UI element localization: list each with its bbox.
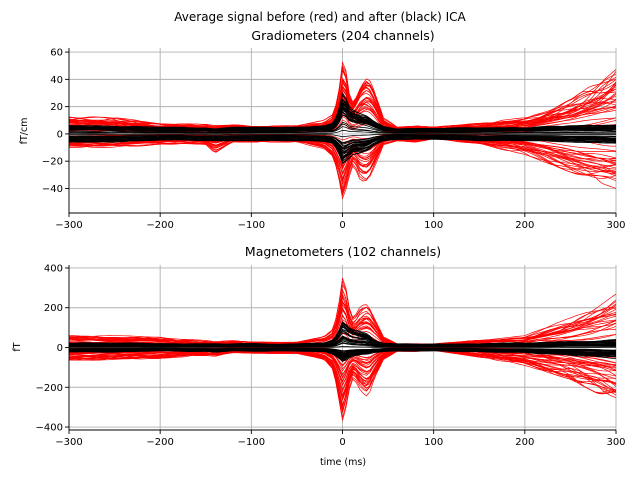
x-tick-label: −100	[238, 220, 265, 231]
channel-trace	[69, 348, 616, 376]
y-tick-label: −40	[42, 184, 63, 195]
channel-trace	[69, 126, 616, 134]
x-tick-label: −300	[55, 437, 82, 448]
panel-gradiometers: Gradiometers (204 channels) −300 −200 −100…	[19, 28, 626, 231]
x-tick-label: −100	[238, 437, 265, 448]
channel-trace	[69, 336, 616, 347]
x-axis-label: time (ms)	[320, 457, 366, 468]
y-tick-label: 60	[50, 48, 63, 59]
y-tick-label: 20	[50, 102, 63, 113]
panel-magnetometers: Magnetometers (102 channels) −300 −200 −10…	[12, 244, 626, 468]
x-tick-label: 0	[339, 220, 345, 231]
plot-area: −300 −200 −100 0 100 200 300 −400 −200 0 200 400	[36, 263, 626, 448]
channel-trace	[69, 293, 616, 346]
channel-trace	[69, 81, 616, 130]
x-tick-label: 0	[339, 437, 345, 448]
x-tick-label: −300	[55, 220, 82, 231]
y-axis-label: fT/cm	[19, 118, 30, 145]
channel-trace	[69, 349, 616, 360]
channel-trace	[69, 79, 616, 129]
channel-trace	[69, 323, 616, 346]
channel-trace	[69, 307, 616, 346]
channel-trace	[69, 329, 616, 347]
y-tick-label: −200	[36, 383, 63, 394]
channel-trace	[69, 348, 616, 396]
channel-trace	[69, 138, 616, 197]
channel-trace	[69, 348, 616, 407]
panel-title: Magnetometers (102 channels)	[245, 244, 441, 259]
channel-trace	[69, 326, 616, 346]
channel-trace	[69, 349, 616, 402]
channel-trace	[69, 101, 616, 130]
channel-trace	[69, 111, 616, 132]
x-tick-label: 200	[515, 437, 534, 448]
channel-trace	[69, 114, 616, 132]
figure-suptitle: Average signal before (red) and after (b…	[174, 10, 466, 24]
series-after-ica	[69, 92, 616, 164]
x-tick-label: 300	[606, 437, 625, 448]
y-tick-label: 200	[44, 303, 63, 314]
channel-trace	[69, 137, 616, 186]
channel-trace	[69, 347, 616, 352]
x-tick-label: 100	[424, 437, 443, 448]
x-tick-label: 200	[515, 220, 534, 231]
x-tick-label: −200	[146, 437, 173, 448]
y-axis-label: fT	[12, 342, 23, 351]
y-tick-label: 40	[50, 75, 63, 86]
x-tick-label: −200	[146, 220, 173, 231]
channel-trace	[69, 136, 616, 150]
channel-trace	[69, 138, 616, 194]
channel-trace	[69, 136, 616, 154]
channel-trace	[69, 133, 616, 138]
x-tick-label: 100	[424, 220, 443, 231]
channel-trace	[69, 136, 616, 157]
y-tick-label: 0	[57, 343, 63, 354]
y-tick-label: 0	[57, 129, 63, 140]
series-after-ica	[69, 321, 616, 362]
channel-trace	[69, 348, 616, 355]
y-tick-label: −20	[42, 157, 63, 168]
channel-trace	[69, 138, 616, 192]
channel-trace	[69, 350, 616, 411]
channel-trace	[69, 289, 616, 346]
channel-trace	[69, 280, 616, 345]
channel-trace	[69, 340, 616, 348]
channel-trace	[69, 350, 616, 409]
y-tick-label: 400	[44, 263, 63, 274]
channel-trace	[69, 134, 616, 144]
y-tick-label: −400	[36, 423, 63, 434]
panel-title: Gradiometers (204 channels)	[251, 28, 434, 43]
x-tick-label: 300	[606, 220, 625, 231]
channel-trace	[69, 138, 616, 190]
